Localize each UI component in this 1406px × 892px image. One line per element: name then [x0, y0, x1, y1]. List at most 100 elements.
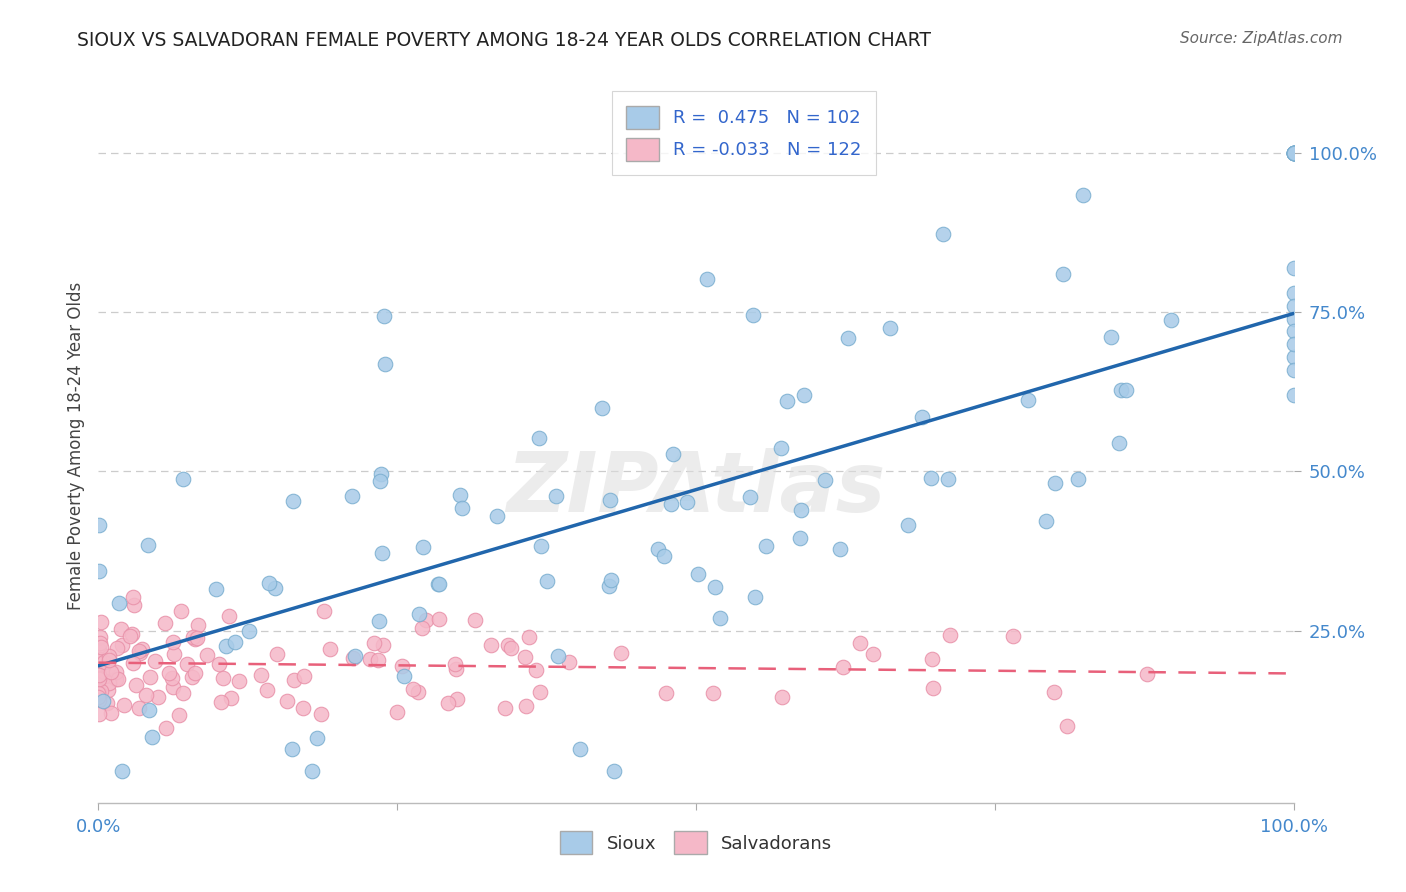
Point: [755, 539, 778, 553]
Point: [536, 574, 558, 588]
Point: [108, 596, 131, 610]
Point: [411, 621, 433, 635]
Point: [793, 388, 815, 402]
Point: [879, 321, 901, 335]
Point: [195, 648, 218, 662]
Point: [87, 668, 110, 682]
Point: [394, 669, 416, 683]
Point: [87, 643, 110, 657]
Point: [96, 697, 118, 711]
Point: [598, 580, 620, 594]
Point: [1282, 145, 1305, 160]
Point: [897, 517, 920, 532]
Point: [146, 690, 169, 705]
Point: [831, 660, 853, 674]
Point: [89, 630, 111, 644]
Point: [342, 490, 364, 504]
Point: [128, 646, 150, 660]
Text: Source: ZipAtlas.com: Source: ZipAtlas.com: [1180, 31, 1343, 46]
Point: [1067, 472, 1090, 486]
Point: [920, 471, 942, 485]
Point: [218, 609, 240, 624]
Point: [391, 659, 413, 673]
Point: [172, 686, 194, 700]
Point: [87, 690, 110, 705]
Point: [776, 394, 799, 409]
Point: [1282, 350, 1305, 364]
Point: [111, 638, 134, 652]
Point: [446, 692, 468, 706]
Point: [204, 582, 226, 596]
Point: [652, 549, 675, 563]
Point: [367, 653, 389, 667]
Point: [98, 675, 121, 690]
Point: [659, 497, 682, 511]
Point: [1282, 299, 1305, 313]
Point: [87, 564, 110, 578]
Point: [1042, 684, 1064, 698]
Point: [1002, 629, 1025, 643]
Point: [170, 604, 193, 618]
Point: [266, 647, 288, 661]
Point: [128, 701, 150, 715]
Point: [97, 683, 120, 698]
Point: [100, 706, 122, 721]
Point: [342, 651, 364, 665]
Point: [89, 672, 111, 686]
Point: [209, 695, 232, 709]
Point: [814, 473, 837, 487]
Point: [122, 657, 145, 671]
Point: [936, 472, 959, 486]
Point: [373, 309, 395, 323]
Point: [93, 655, 115, 669]
Point: [862, 647, 884, 661]
Point: [494, 700, 516, 714]
Point: [368, 474, 391, 488]
Point: [1282, 286, 1305, 301]
Point: [1282, 311, 1305, 326]
Point: [789, 531, 811, 545]
Point: [128, 644, 150, 658]
Point: [276, 694, 298, 708]
Y-axis label: Female Poverty Among 18-24 Year Olds: Female Poverty Among 18-24 Year Olds: [66, 282, 84, 610]
Point: [138, 703, 160, 717]
Point: [359, 652, 381, 666]
Point: [415, 613, 437, 627]
Point: [208, 657, 231, 672]
Point: [162, 680, 184, 694]
Point: [87, 517, 110, 532]
Point: [135, 688, 157, 702]
Point: [451, 501, 474, 516]
Point: [1282, 145, 1305, 160]
Point: [427, 577, 450, 591]
Point: [257, 575, 280, 590]
Point: [305, 731, 328, 746]
Point: [250, 668, 273, 682]
Point: [547, 649, 569, 664]
Point: [163, 647, 186, 661]
Point: [143, 654, 166, 668]
Point: [118, 629, 141, 643]
Point: [97, 649, 120, 664]
Point: [139, 670, 162, 684]
Point: [1282, 145, 1305, 160]
Point: [485, 508, 508, 523]
Point: [408, 607, 430, 621]
Point: [1282, 362, 1305, 376]
Point: [530, 539, 553, 553]
Point: [138, 538, 160, 552]
Point: [153, 615, 176, 630]
Point: [939, 628, 962, 642]
Point: [181, 670, 204, 684]
Point: [87, 652, 110, 666]
Text: ZIPAtlas: ZIPAtlas: [506, 449, 886, 529]
Point: [292, 669, 315, 683]
Point: [1282, 260, 1305, 275]
Point: [931, 227, 953, 241]
Point: [481, 638, 503, 652]
Point: [91, 670, 114, 684]
Point: [515, 698, 537, 713]
Point: [283, 673, 305, 687]
Point: [464, 613, 486, 627]
Point: [121, 627, 143, 641]
